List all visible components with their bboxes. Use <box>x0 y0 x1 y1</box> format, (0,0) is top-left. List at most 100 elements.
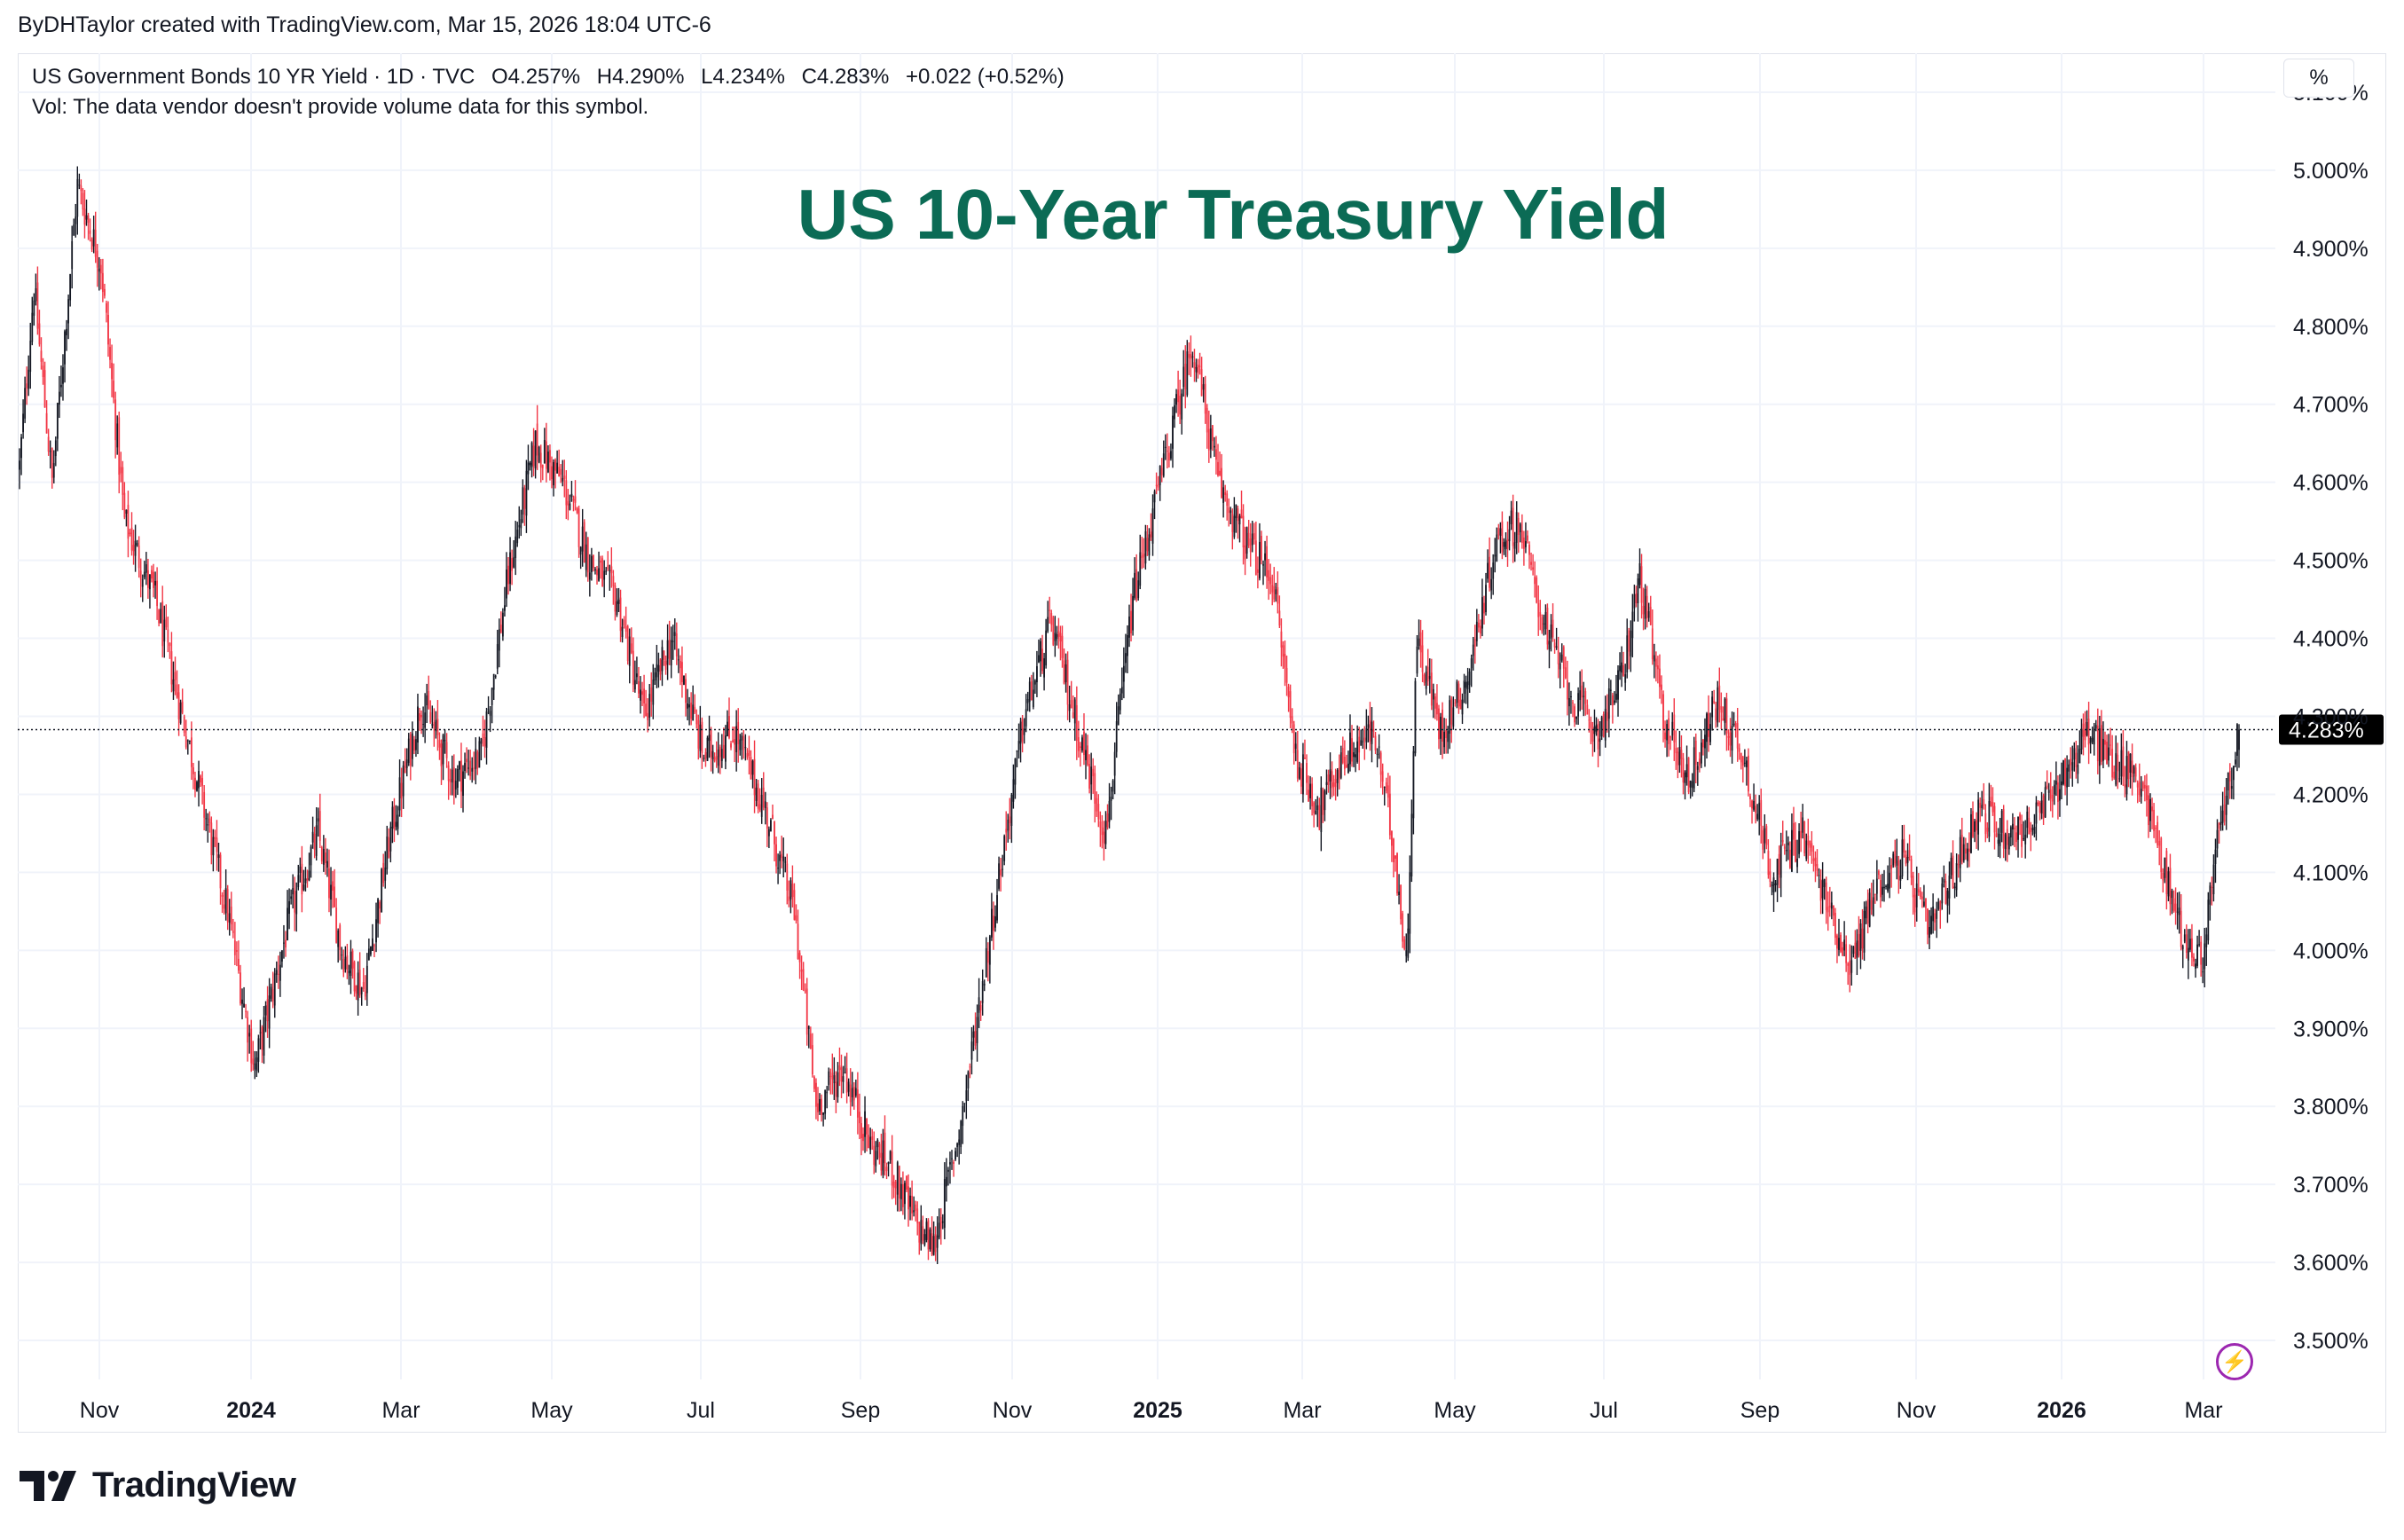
candle-body <box>1000 869 1002 876</box>
candle-body <box>1816 864 1819 871</box>
candle-body <box>1292 724 1295 754</box>
candle <box>201 771 204 805</box>
candle-body <box>217 854 220 859</box>
candle <box>389 821 392 863</box>
candle <box>1584 688 1587 716</box>
candle-body <box>1657 665 1659 670</box>
candle <box>1419 619 1422 668</box>
candle-body <box>2235 759 2236 765</box>
candle-body <box>616 601 618 616</box>
y-tick-label: 4.400% <box>2293 627 2369 652</box>
candle-body <box>2091 737 2094 742</box>
candle <box>1217 444 1219 477</box>
candle-body <box>1122 665 1125 682</box>
candle-body <box>1959 837 1961 868</box>
time-axis[interactable]: Nov 2024 Mar May Jul Sep Nov 2025 Mar May Jul Sep No… <box>80 1398 2223 1423</box>
candle-body <box>192 767 194 774</box>
candle-body <box>207 824 209 826</box>
candle <box>581 508 584 567</box>
candle <box>1621 646 1622 688</box>
candle <box>82 188 84 216</box>
candle-body <box>469 760 472 776</box>
candle <box>1449 695 1451 750</box>
candle-body <box>1795 839 1796 862</box>
candle <box>851 1072 853 1107</box>
candle <box>1443 718 1445 754</box>
percent-scale-button[interactable]: % <box>2283 59 2354 98</box>
candle-body <box>878 1143 881 1159</box>
candle <box>1174 397 1175 428</box>
candle <box>932 1221 935 1256</box>
candle <box>1755 794 1757 824</box>
candle-body <box>1367 724 1370 728</box>
candle-body <box>711 750 714 759</box>
lightning-icon[interactable]: ⚡ <box>2216 1343 2253 1380</box>
candle <box>586 537 589 582</box>
candle-body <box>397 814 399 829</box>
candle <box>1941 876 1944 910</box>
candle-body <box>2155 828 2157 829</box>
candle <box>2059 774 2061 817</box>
price-axis[interactable]: 5.100%5.000%4.900%4.800%4.700%4.600%4.50… <box>2293 81 2369 1354</box>
candle-body <box>1552 619 1554 638</box>
candle <box>1631 593 1634 658</box>
candle-body <box>2134 767 2137 777</box>
candle-body <box>713 757 716 762</box>
candle-body <box>692 704 695 721</box>
candle <box>259 1019 262 1050</box>
tradingview-logo[interactable]: TradingView <box>20 1465 296 1505</box>
candle-body <box>2054 780 2057 785</box>
candle-body <box>2141 782 2144 789</box>
candle-body <box>1099 821 1102 828</box>
candle <box>154 571 156 599</box>
candle-body <box>909 1195 911 1207</box>
candle <box>428 675 430 710</box>
candle <box>543 428 546 464</box>
candle <box>2021 814 2023 858</box>
candle <box>934 1226 937 1261</box>
candle <box>2042 793 2045 825</box>
candle-body <box>2136 782 2139 788</box>
candle <box>299 857 302 883</box>
candle-body <box>2227 772 2229 790</box>
candle-body <box>590 555 593 572</box>
candle <box>1228 498 1230 527</box>
candle-body <box>165 617 168 628</box>
candle-body <box>1463 680 1465 694</box>
candle <box>938 1208 940 1240</box>
candle-body <box>38 323 41 345</box>
candle-body <box>2109 744 2112 746</box>
candle-body <box>1160 468 1163 475</box>
candle-body <box>1146 538 1149 552</box>
candle <box>1418 619 1420 650</box>
candle <box>1141 536 1143 570</box>
candle-body <box>772 814 774 820</box>
candle-body <box>1472 644 1474 656</box>
candle-body <box>431 724 434 727</box>
candle <box>1394 855 1396 872</box>
candle-body <box>379 902 381 909</box>
candle-body <box>523 488 526 509</box>
candle-body <box>1807 835 1810 845</box>
candle-body <box>1322 789 1324 815</box>
candle-body <box>851 1088 853 1097</box>
candle <box>1925 898 1927 922</box>
candle-body <box>673 632 676 636</box>
candle <box>1927 908 1929 945</box>
candle-body <box>1247 532 1250 546</box>
candle <box>1892 851 1895 868</box>
candle <box>782 837 785 878</box>
candle-body <box>511 558 513 571</box>
candle-body <box>1921 896 1923 900</box>
candle-body <box>847 1081 850 1092</box>
candle <box>2162 868 2164 893</box>
candle-body <box>176 684 178 698</box>
candle-body <box>742 735 745 750</box>
candle <box>353 960 356 997</box>
candle <box>922 1215 924 1245</box>
candle-body <box>1304 757 1306 759</box>
symbol-title[interactable]: US Government Bonds 10 YR Yield · 1D · T… <box>32 65 475 89</box>
candle <box>1836 933 1838 963</box>
candle-body <box>1259 541 1261 578</box>
